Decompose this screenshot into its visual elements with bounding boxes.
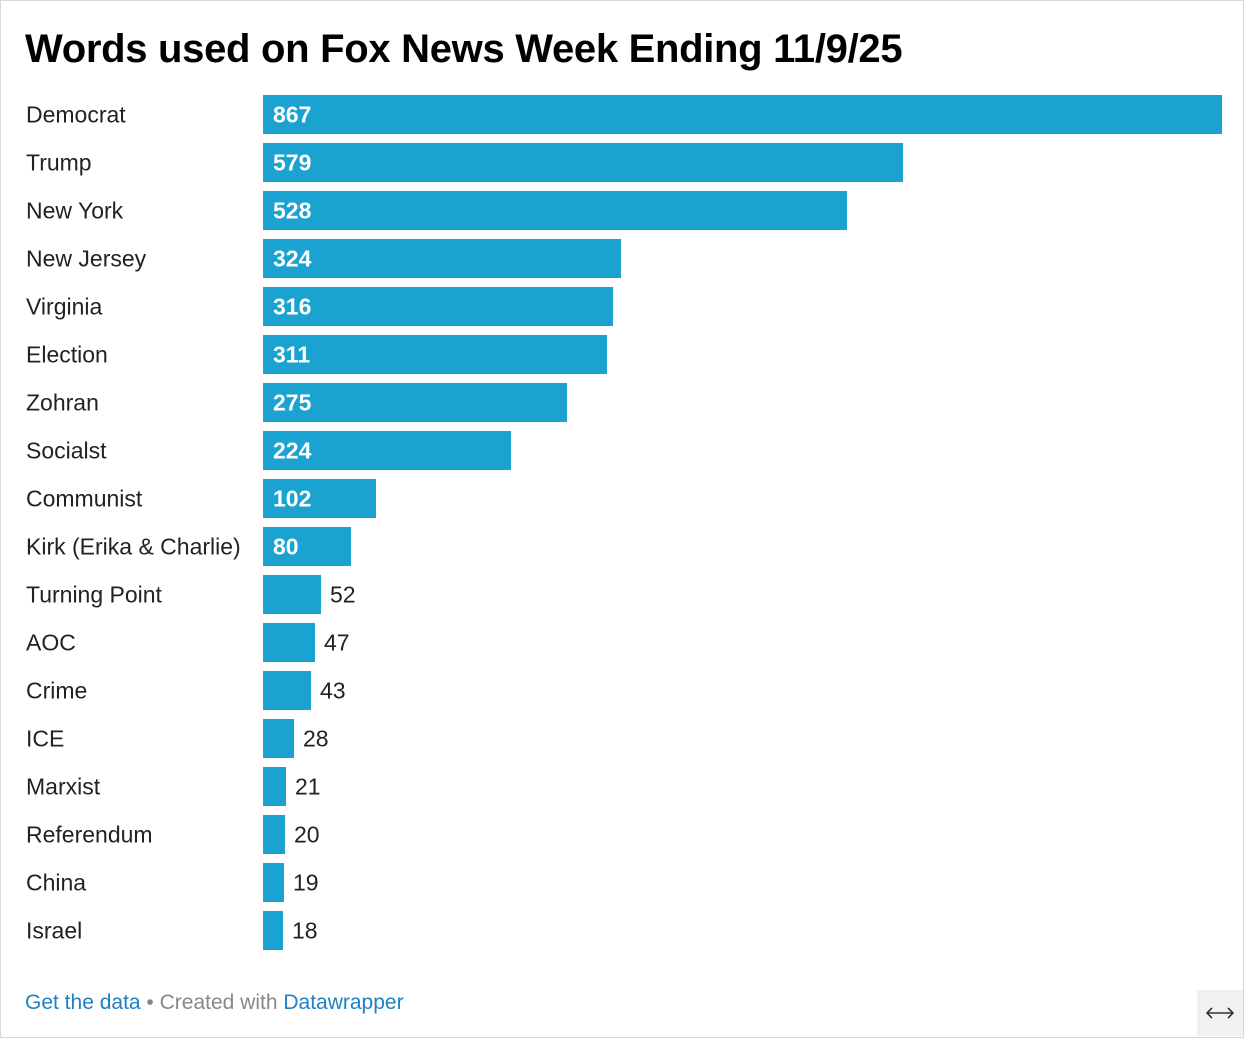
- datawrapper-link[interactable]: Datawrapper: [283, 991, 404, 1014]
- category-label: Democrat: [26, 102, 126, 128]
- value-label: 224: [273, 438, 312, 464]
- category-label: ICE: [26, 726, 64, 752]
- chart-title: Words used on Fox News Week Ending 11/9/…: [25, 27, 903, 71]
- bar: [263, 815, 285, 854]
- bar: [263, 191, 847, 230]
- category-label: Communist: [26, 486, 143, 512]
- bar: [263, 575, 321, 614]
- horizontal-arrows-icon: [1205, 1007, 1235, 1019]
- category-label: Zohran: [26, 390, 99, 416]
- bar: [263, 719, 294, 758]
- category-label: AOC: [26, 630, 76, 656]
- bar: [263, 623, 315, 662]
- value-label: 528: [273, 198, 312, 224]
- value-label: 316: [273, 294, 311, 320]
- value-label: 28: [303, 726, 329, 752]
- value-label: 47: [324, 630, 350, 656]
- value-label: 324: [273, 246, 312, 272]
- bar: [263, 911, 283, 950]
- bar: [263, 143, 903, 182]
- bar-chart: Democrat 867 Trump 579 New York 528 New Jersey…: [26, 95, 1222, 950]
- value-label: 275: [273, 390, 312, 416]
- category-label: Election: [26, 342, 108, 368]
- category-label: Marxist: [26, 774, 101, 800]
- bar: [263, 95, 1222, 134]
- footer: Get the data • Created with Datawrapper: [25, 989, 404, 1017]
- expand-button[interactable]: [1197, 990, 1243, 1036]
- bar: [263, 335, 607, 374]
- value-label: 311: [273, 342, 310, 368]
- bar: [263, 431, 511, 470]
- value-label: 80: [273, 534, 299, 560]
- bar: [263, 239, 621, 278]
- category-label: China: [26, 870, 86, 896]
- category-label: New Jersey: [26, 246, 147, 272]
- category-label: Trump: [26, 150, 92, 176]
- value-label: 867: [273, 102, 311, 128]
- category-label: Kirk (Erika & Charlie): [26, 534, 241, 560]
- footer-separator: •: [140, 991, 160, 1014]
- bar: [263, 479, 376, 518]
- created-with-text: Created with: [159, 991, 284, 1014]
- bar: [263, 767, 286, 806]
- value-label: 18: [292, 918, 318, 944]
- category-label: Referendum: [26, 822, 153, 848]
- category-label: Crime: [26, 678, 87, 704]
- value-label: 579: [273, 150, 311, 176]
- value-label: 102: [273, 486, 311, 512]
- category-label: Turning Point: [26, 582, 163, 608]
- bar: [263, 671, 311, 710]
- bar: [263, 863, 284, 902]
- bar: [263, 383, 567, 422]
- get-the-data-link[interactable]: Get the data: [25, 991, 141, 1014]
- category-label: Socialst: [26, 438, 107, 464]
- category-label: Israel: [26, 918, 82, 944]
- value-label: 43: [320, 678, 346, 704]
- value-label: 20: [294, 822, 320, 848]
- bar: [263, 527, 351, 566]
- category-label: Virginia: [26, 294, 102, 320]
- value-label: 52: [330, 582, 356, 608]
- value-label: 19: [293, 870, 319, 896]
- bar: [263, 287, 613, 326]
- value-label: 21: [295, 774, 321, 800]
- category-label: New York: [26, 198, 124, 224]
